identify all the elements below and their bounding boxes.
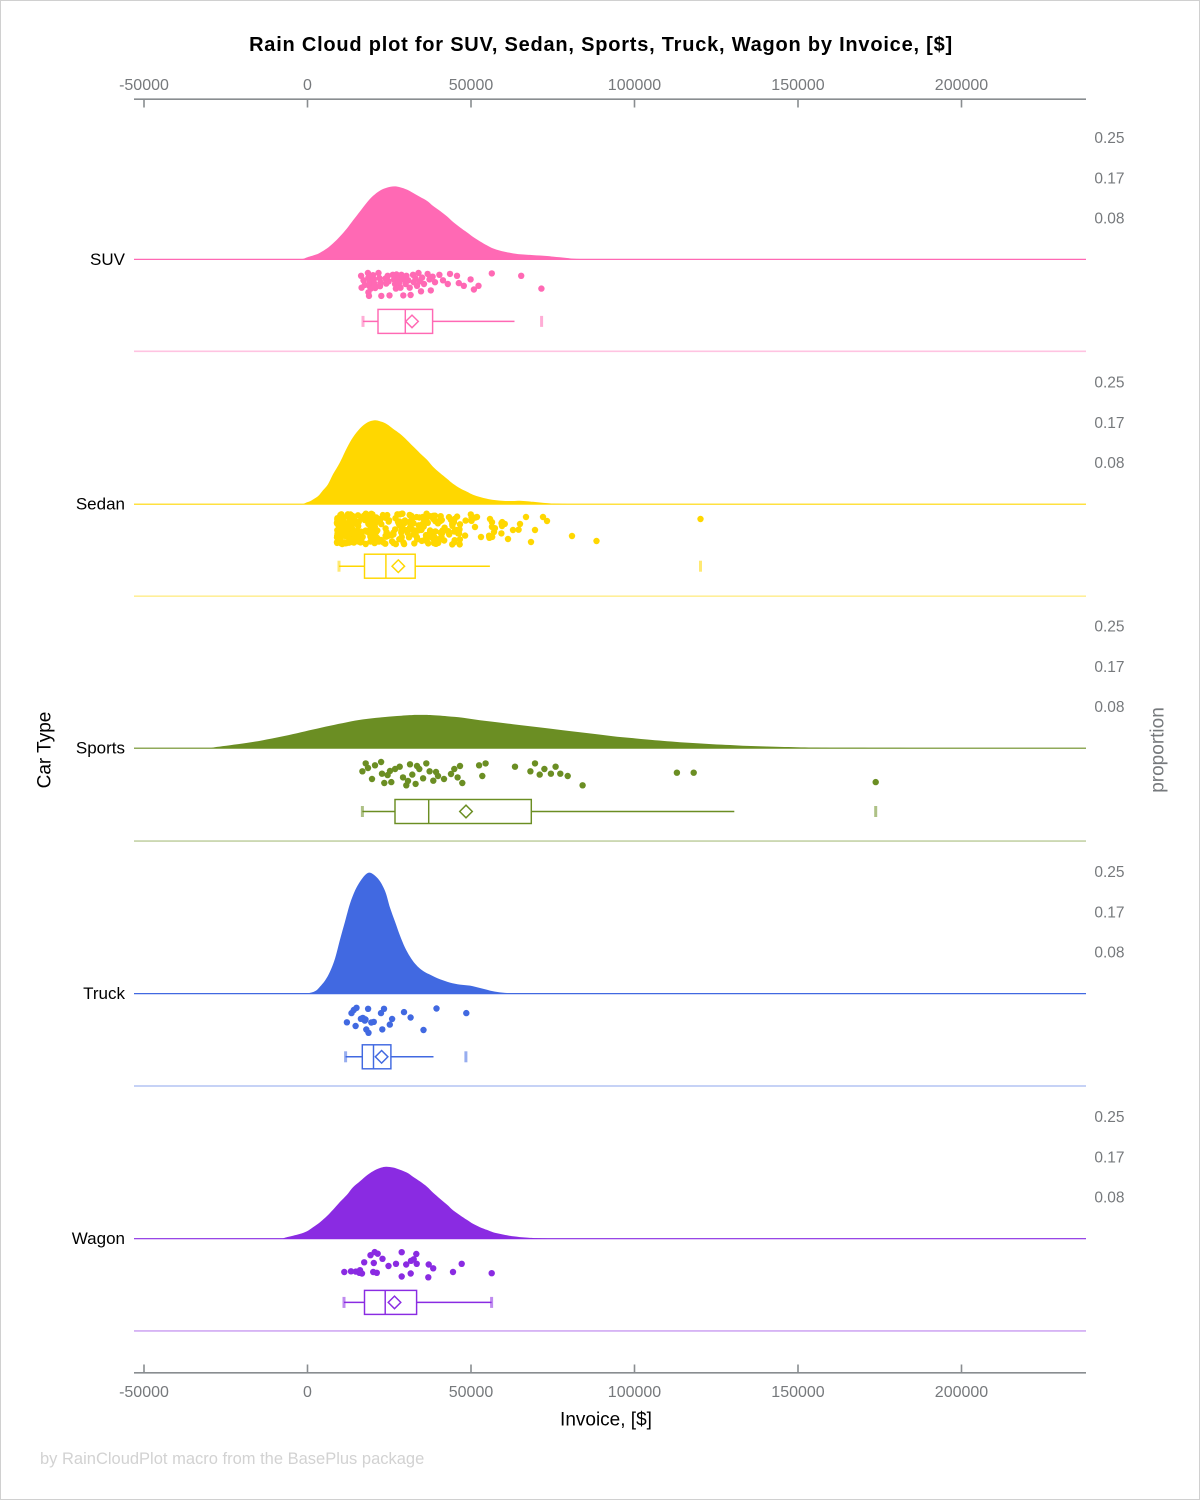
svg-text:50000: 50000 xyxy=(449,1384,494,1401)
svg-text:150000: 150000 xyxy=(771,77,824,94)
svg-text:0.17: 0.17 xyxy=(1094,1150,1124,1167)
svg-text:0.17: 0.17 xyxy=(1094,659,1124,676)
svg-text:0.17: 0.17 xyxy=(1094,905,1124,922)
svg-text:100000: 100000 xyxy=(608,77,661,94)
svg-text:0.25: 0.25 xyxy=(1094,619,1124,636)
svg-text:150000: 150000 xyxy=(771,1384,824,1401)
svg-text:0.08: 0.08 xyxy=(1094,455,1124,472)
svg-text:Invoice, [$]: Invoice, [$] xyxy=(560,1410,652,1431)
svg-text:Sports: Sports xyxy=(76,739,125,758)
svg-text:-50000: -50000 xyxy=(119,77,169,94)
svg-text:50000: 50000 xyxy=(449,77,494,94)
svg-text:SUV: SUV xyxy=(90,250,126,269)
svg-text:0.17: 0.17 xyxy=(1094,170,1124,187)
svg-text:0.25: 0.25 xyxy=(1094,864,1124,881)
svg-text:proportion: proportion xyxy=(1148,707,1169,793)
svg-text:0.25: 0.25 xyxy=(1094,130,1124,147)
svg-text:100000: 100000 xyxy=(608,1384,661,1401)
svg-text:200000: 200000 xyxy=(935,1384,988,1401)
svg-text:Wagon: Wagon xyxy=(72,1229,125,1248)
svg-text:Car Type: Car Type xyxy=(35,712,56,789)
svg-text:Rain Cloud plot for SUV, Sedan: Rain Cloud plot for SUV, Sedan, Sports, … xyxy=(249,34,953,56)
svg-text:0.17: 0.17 xyxy=(1094,415,1124,432)
svg-text:0.08: 0.08 xyxy=(1094,210,1124,227)
svg-text:0.08: 0.08 xyxy=(1094,699,1124,716)
svg-text:Truck: Truck xyxy=(83,984,125,1003)
svg-text:by RainCloudPlot macro from th: by RainCloudPlot macro from the BasePlus… xyxy=(40,1450,424,1468)
svg-text:0: 0 xyxy=(303,1384,312,1401)
svg-text:0.08: 0.08 xyxy=(1094,1190,1124,1207)
svg-text:0.08: 0.08 xyxy=(1094,945,1124,962)
svg-text:0.25: 0.25 xyxy=(1094,375,1124,392)
svg-text:200000: 200000 xyxy=(935,77,988,94)
svg-text:0.25: 0.25 xyxy=(1094,1109,1124,1126)
svg-text:-50000: -50000 xyxy=(119,1384,169,1401)
svg-text:Sedan: Sedan xyxy=(76,495,125,514)
svg-text:0: 0 xyxy=(303,77,312,94)
